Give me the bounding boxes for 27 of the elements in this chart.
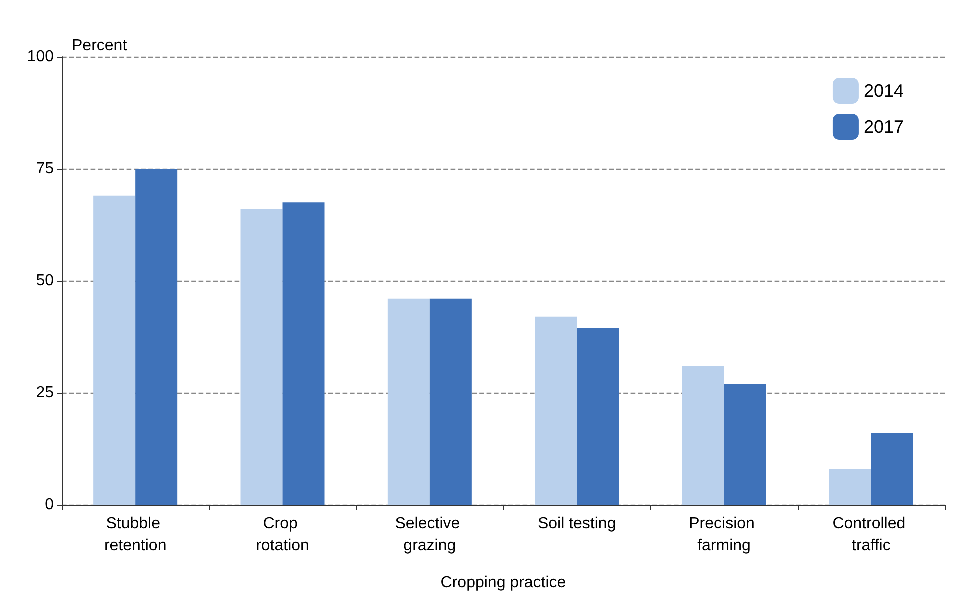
y-tick-label: 0: [45, 496, 54, 514]
x-tick-label: Selective grazing: [395, 516, 465, 554]
legend-label: 2014: [864, 81, 904, 101]
legend-label: 2017: [864, 117, 904, 137]
bar: [388, 298, 430, 505]
bar: [871, 433, 914, 505]
bar: [282, 202, 325, 505]
y-tick-label: 50: [36, 272, 54, 290]
bar: [682, 366, 724, 505]
bar: [136, 169, 178, 505]
x-tick-label: Soil testing: [538, 516, 616, 532]
x-tick-label: Precision farming: [689, 516, 760, 554]
bar: [535, 316, 578, 505]
bar: [829, 469, 872, 505]
bar: [430, 298, 472, 505]
y-axis-title: Percent: [72, 38, 128, 54]
bar: [724, 384, 766, 505]
y-tick-label: 25: [36, 384, 54, 402]
bar: [94, 196, 136, 505]
bar: [240, 209, 283, 505]
x-tick-label: Stubble retention: [104, 516, 167, 554]
y-tick-label: 75: [36, 160, 54, 178]
bar: [577, 328, 620, 505]
y-tick-label: 100: [27, 48, 54, 66]
x-tick-label: Crop rotation: [256, 516, 310, 554]
x-tick-label: Controlled traffic: [832, 516, 910, 554]
x-axis-title: Cropping practice: [440, 574, 566, 592]
